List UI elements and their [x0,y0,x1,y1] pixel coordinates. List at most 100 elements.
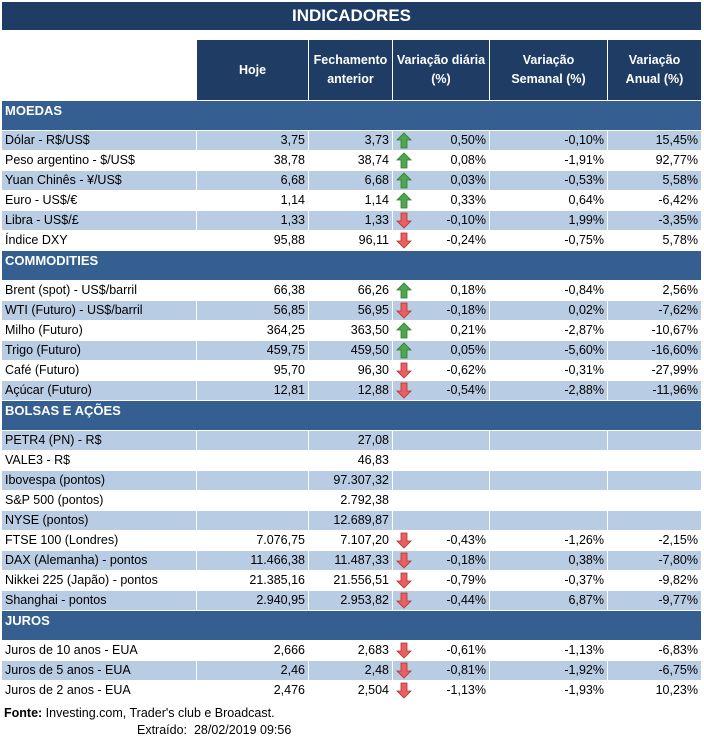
cell-hoje: 11.466,38 [196,551,308,570]
cell-fechamento: 1,33 [308,211,392,230]
cell-variacao-semanal: -0,31% [489,361,607,380]
cell-variacao-semanal: -0,84% [489,281,607,300]
row-label: PETR4 (PN) - R$ [5,433,102,447]
section-header: COMMODITIES [2,250,701,280]
arrow-down-icon [396,552,412,569]
arrow-up-icon [396,172,412,189]
cell-hoje: 3,75 [196,131,308,150]
cell-hoje: 2,46 [196,661,308,680]
arrow-up-icon [396,132,412,149]
cell-variacao-diaria: 0,05% [392,341,489,360]
variacao-diaria-value: 0,05% [450,343,486,357]
variacao-diaria-value: -0,79% [446,573,486,587]
arrow-up-icon [396,152,412,169]
cell-hoje: 2.940,95 [196,591,308,610]
cell-variacao-semanal [489,511,607,530]
cell-variacao-anual [607,451,701,470]
cell-fechamento: 2.953,82 [308,591,392,610]
arrow-up-icon [396,282,412,299]
cell-fechamento: 363,50 [308,321,392,340]
variacao-diaria-value: -1,13% [446,683,486,697]
cell-variacao-semanal: 0,02% [489,301,607,320]
cell-variacao-semanal: -0,37% [489,571,607,590]
cell-variacao-diaria: 0,21% [392,321,489,340]
cell-fechamento: 7.107,20 [308,531,392,550]
cell-fechamento: 96,30 [308,361,392,380]
cell-variacao-diaria: -0,61% [392,641,489,660]
cell-fechamento: 459,50 [308,341,392,360]
arrow-down-icon [396,642,412,659]
arrow-down-icon [396,682,412,699]
cell-variacao-anual: 5,58% [607,171,701,190]
variacao-diaria-value: -0,44% [446,593,486,607]
empty-icon [396,432,412,449]
source-note: Fonte: Investing.com, Trader's club e Br… [4,705,275,722]
cell-hoje: 95,70 [196,361,308,380]
source-label: Fonte: [4,706,43,720]
cell-variacao-anual: -27,99% [607,361,701,380]
empty-icon [396,472,412,489]
cell-variacao-diaria: -0,24% [392,231,489,250]
cell-hoje: 7.076,75 [196,531,308,550]
arrow-down-icon [396,532,412,549]
cell-variacao-semanal: 0,38% [489,551,607,570]
cell-variacao-anual [607,431,701,450]
cell-variacao-diaria: -0,10% [392,211,489,230]
table-row: Shanghai - pontos 2.940,95 2.953,82 -0,44% 6… [2,590,701,610]
table-row: Brent (spot) - US$/barril 66,38 66,26 0,18%… [2,280,701,300]
cell-fechamento: 6,68 [308,171,392,190]
variacao-diaria-value: 0,33% [450,193,486,207]
table-row: VALE3 - R$ 46,83 [2,450,701,470]
arrow-up-icon [396,192,412,209]
cell-fechamento: 96,11 [308,231,392,250]
table-row: Trigo (Futuro) 459,75 459,50 0,05% -5,60% -16… [2,340,701,360]
cell-hoje: 12,81 [196,381,308,400]
table-row: Juros de 10 anos - EUA 2,666 2,683 -0,61% -1… [2,640,701,660]
cell-hoje: 21.385,16 [196,571,308,590]
table-row: Peso argentino - $/US$ 38,78 38,74 0,08% -1,… [2,150,701,170]
cell-fechamento: 38,74 [308,151,392,170]
cell-fechamento: 46,83 [308,451,392,470]
arrow-down-icon [396,212,412,229]
cell-fechamento: 12.689,87 [308,511,392,530]
cell-variacao-anual [607,471,701,490]
cell-hoje: 56,85 [196,301,308,320]
cell-variacao-diaria: 0,50% [392,131,489,150]
table-row: Euro - US$/€ 1,14 1,14 0,33% 0,64% -6,42% [2,190,701,210]
table-row: S&P 500 (pontos) 2.792,38 [2,490,701,510]
table-row: Juros de 5 anos - EUA 2,46 2,48 -0,81% -1,92… [2,660,701,680]
cell-fechamento: 2,683 [308,641,392,660]
table-row: Nikkei 225 (Japão) - pontos 21.385,16 21.5… [2,570,701,590]
variacao-diaria-value: 0,03% [450,173,486,187]
arrow-down-icon [396,232,412,249]
cell-variacao-semanal: -1,92% [489,661,607,680]
cell-variacao-anual: -2,15% [607,531,701,550]
row-label: Libra - US$/£ [5,213,79,227]
cell-variacao-semanal: -0,75% [489,231,607,250]
row-label: Trigo (Futuro) [5,343,81,357]
row-label: Milho (Futuro) [5,323,83,337]
cell-variacao-diaria: -0,81% [392,661,489,680]
section-header: BOLSAS E AÇÕES [2,400,701,430]
cell-hoje: 2,666 [196,641,308,660]
cell-variacao-diaria [392,471,489,490]
table-row: Ibovespa (pontos) 97.307,32 [2,470,701,490]
cell-variacao-anual: 15,45% [607,131,701,150]
table-row: Milho (Futuro) 364,25 363,50 0,21% -2,87% -10… [2,320,701,340]
row-label: Juros de 5 anos - EUA [5,663,131,677]
row-label: DAX (Alemanha) - pontos [5,553,148,567]
cell-variacao-anual: 92,77% [607,151,701,170]
cell-variacao-diaria: 0,03% [392,171,489,190]
cell-fechamento: 3,73 [308,131,392,150]
cell-variacao-anual [607,491,701,510]
table-row: WTI (Futuro) - US$/barril 56,85 56,95 -0,18… [2,300,701,320]
cell-fechamento: 97.307,32 [308,471,392,490]
cell-variacao-semanal [489,491,607,510]
row-label: Yuan Chinês - ¥/US$ [5,173,122,187]
variacao-diaria-value: -0,24% [446,233,486,247]
cell-variacao-diaria [392,451,489,470]
table-row: Yuan Chinês - ¥/US$ 6,68 6,68 0,03% -0,53% 5,… [2,170,701,190]
extracted-value: 28/02/2019 09:56 [193,723,292,737]
table-row: Índice DXY 95,88 96,11 -0,24% -0,75% 5,78% [2,230,701,250]
cell-variacao-anual: -9,82% [607,571,701,590]
